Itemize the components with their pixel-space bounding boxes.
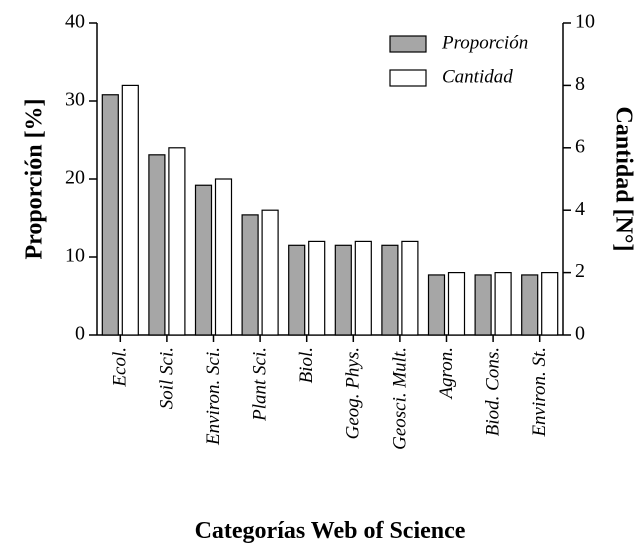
legend-label: Proporción bbox=[441, 32, 528, 53]
y2-tick-label: 0 bbox=[575, 323, 585, 345]
y-axis-title: Proporción [%] bbox=[22, 98, 48, 259]
bar bbox=[401, 240, 419, 336]
bar bbox=[474, 274, 492, 336]
x-tick-label: Geosci. Mult. bbox=[389, 347, 410, 450]
bar bbox=[101, 94, 119, 336]
bar bbox=[447, 272, 466, 336]
y-tick-label: 10 bbox=[65, 245, 85, 267]
x-tick-label: Soil Sci. bbox=[156, 347, 177, 409]
bar bbox=[521, 274, 539, 336]
bar bbox=[121, 84, 139, 336]
y-tick-label: 20 bbox=[65, 167, 85, 189]
bar bbox=[381, 244, 399, 336]
bar bbox=[168, 147, 186, 336]
bar bbox=[354, 240, 372, 336]
bar bbox=[148, 154, 166, 336]
bar bbox=[427, 274, 446, 336]
y-tick-label: 30 bbox=[65, 89, 85, 111]
bar bbox=[261, 209, 279, 336]
x-tick-label: Environ. St. bbox=[529, 347, 550, 438]
legend-swatch bbox=[389, 69, 427, 87]
x-tick-label: Biol. bbox=[296, 347, 317, 383]
y-tick-label: 0 bbox=[75, 323, 85, 345]
x-tick-label: Biod. Cons. bbox=[482, 347, 503, 436]
bar bbox=[494, 272, 512, 336]
y2-axis-title: Cantidad [N°] bbox=[610, 107, 636, 252]
x-tick-label: Agron. bbox=[436, 347, 457, 401]
y2-tick-label: 10 bbox=[575, 11, 595, 33]
y2-tick-label: 6 bbox=[575, 135, 585, 157]
x-tick-label: Environ. Sci. bbox=[203, 347, 224, 446]
y-tick-label: 40 bbox=[65, 11, 85, 33]
bar bbox=[241, 214, 259, 336]
x-tick-label: Ecol. bbox=[110, 347, 131, 388]
bar bbox=[541, 272, 559, 336]
legend-label: Cantidad bbox=[442, 66, 513, 87]
bar bbox=[334, 244, 352, 336]
x-tick-label: Plant Sci. bbox=[249, 347, 270, 422]
bar bbox=[194, 184, 213, 336]
y2-tick-label: 8 bbox=[575, 73, 585, 95]
bar bbox=[214, 178, 233, 336]
x-tick-label: Geog. Phys. bbox=[343, 347, 364, 439]
bar bbox=[288, 244, 306, 336]
bar bbox=[308, 240, 326, 336]
y2-tick-label: 2 bbox=[575, 260, 585, 282]
legend-swatch bbox=[389, 35, 427, 53]
x-axis-title: Categorías Web of Science bbox=[195, 518, 466, 544]
y2-tick-label: 4 bbox=[575, 198, 585, 220]
